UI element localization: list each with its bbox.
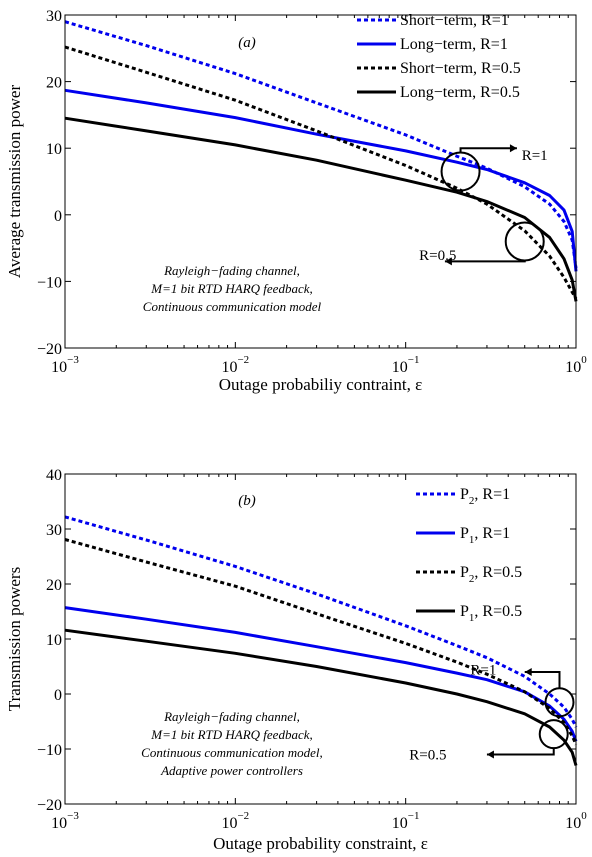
x-tick-label: 10−3 <box>51 810 79 832</box>
legend: P2, R=1 P1, R=1 P2, R=0.5 P1, R=0.5 <box>416 486 522 624</box>
callout-leader <box>444 260 526 263</box>
x-tick-label: 10−2 <box>221 354 249 376</box>
callout-circle <box>544 687 575 718</box>
callout-label: R=1 <box>470 662 496 678</box>
x-axis-ticks: 10−3 10−2 10−1 100 <box>51 15 587 376</box>
callout-1: R=1 <box>470 662 575 718</box>
callout-arrowhead <box>486 750 494 759</box>
note-line: M=1 bit RTD HARQ feedback, <box>150 281 312 296</box>
legend: Short−term, R=1 Long−term, R=1 Short−term,… <box>357 12 521 101</box>
x-tick-label: 100 <box>565 810 587 832</box>
panel-label: (b) <box>238 493 256 509</box>
callout-circle <box>504 221 545 262</box>
y-tick-label: 10 <box>46 632 62 649</box>
series-line-3 <box>64 45 578 300</box>
y-tick-label: 30 <box>46 522 62 539</box>
panel-label: (a) <box>238 35 256 51</box>
callout-2: R=0.5 <box>419 221 545 266</box>
x-axis-ticks: 10−3 10−2 10−1 100 <box>51 474 587 832</box>
series-line-3 <box>64 538 578 746</box>
callout-label: R=0.5 <box>409 748 446 764</box>
y-tick-label: 40 <box>46 467 62 484</box>
legend-label: Short−term, R=0.5 <box>400 60 521 77</box>
chart-panel-2: 10−3 10−2 10−1 100 −20 −10 0 10 20 30 40 Outage pro… <box>5 467 587 853</box>
y-tick-label: 0 <box>54 208 62 225</box>
callout-leader <box>459 147 517 153</box>
y-tick-label: 20 <box>46 577 62 594</box>
callout-2: R=0.5 <box>409 719 569 764</box>
series-line-4 <box>64 116 578 302</box>
y-axis-ticks: −20 −10 0 10 20 30 <box>37 8 576 358</box>
legend-label: P1, R=1 <box>460 525 510 546</box>
note-line: M=1 bit RTD HARQ feedback, <box>150 727 312 742</box>
series-line-1 <box>64 20 578 269</box>
y-tick-label: 10 <box>46 141 62 158</box>
note-line: Rayleigh−fading channel, <box>163 709 300 724</box>
y-tick-label: 0 <box>54 687 62 704</box>
note-line: Continuous communication model, <box>141 745 323 760</box>
y-tick-label: −10 <box>37 274 62 291</box>
y-axis-label: Average transmission power <box>5 85 24 279</box>
x-tick-label: 10−2 <box>221 810 249 832</box>
x-tick-label: 10−1 <box>392 810 420 832</box>
legend-label: Short−term, R=1 <box>400 12 509 29</box>
callout-arrowhead <box>444 257 452 266</box>
callout-label: R=0.5 <box>419 248 456 264</box>
channel-note: Rayleigh−fading channel, M=1 bit RTD HARQ… <box>141 709 323 778</box>
note-line: Adaptive power controllers <box>160 763 303 778</box>
channel-note: Rayleigh−fading channel, M=1 bit RTD HARQ… <box>143 263 322 314</box>
series-line-1 <box>64 515 578 728</box>
y-axis-ticks: −20 −10 0 10 20 30 40 <box>37 467 576 814</box>
note-line: Continuous communication model <box>143 299 322 314</box>
callout-arrowhead <box>524 668 532 676</box>
y-tick-label: 30 <box>46 8 62 25</box>
note-line: Rayleigh−fading channel, <box>163 263 300 278</box>
callout-leader <box>524 671 561 689</box>
callout-arrowhead <box>509 144 517 153</box>
legend-label: P1, R=0.5 <box>460 603 522 624</box>
plot-frame <box>64 14 577 349</box>
y-tick-label: −20 <box>37 797 62 814</box>
callout-1: R=1 <box>440 144 548 192</box>
y-tick-label: −10 <box>37 742 62 759</box>
x-axis-label: Outage probabiliy contraint, ε <box>219 375 423 394</box>
x-tick-label: 100 <box>565 354 587 376</box>
legend-label: Long−term, R=1 <box>400 36 508 53</box>
callout-circle <box>538 719 569 750</box>
legend-label: P2, R=1 <box>460 486 510 507</box>
series-line-2 <box>64 88 578 272</box>
legend-label: Long−term, R=0.5 <box>400 84 520 101</box>
callout-leader <box>486 748 555 756</box>
x-tick-label: 10−1 <box>392 354 420 376</box>
x-tick-label: 10−3 <box>51 354 79 376</box>
chart-panel-1: 10−3 10−2 10−1 100 −20 −10 0 10 20 30 Outage proba… <box>5 8 587 394</box>
callout-label: R=1 <box>522 148 548 164</box>
y-tick-label: 20 <box>46 75 62 92</box>
x-axis-label: Outage probability constraint, ε <box>213 834 428 853</box>
series-line-2 <box>64 606 578 742</box>
y-tick-label: −20 <box>37 341 62 358</box>
y-axis-label: Transmission powers <box>5 567 24 711</box>
legend-label: P2, R=0.5 <box>460 564 522 585</box>
callout-circle <box>440 151 481 192</box>
